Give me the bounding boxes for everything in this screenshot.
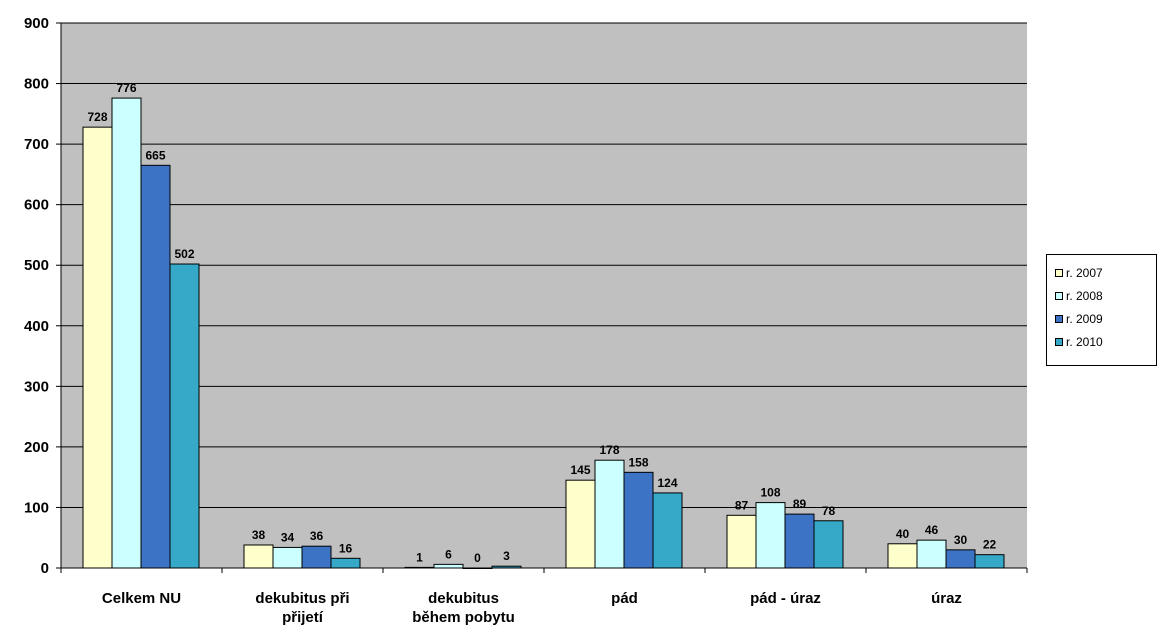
y-tick-labels: 0 100 200 300 400 500 600 700 800 900 bbox=[24, 15, 49, 577]
y-tick-label: 700 bbox=[24, 136, 49, 153]
bar-r-2009 bbox=[301, 545, 332, 569]
legend-label: r. 2010 bbox=[1066, 334, 1103, 349]
bar-r-2008 bbox=[111, 97, 142, 569]
bar-r-2009 bbox=[784, 513, 815, 569]
y-tick-label: 500 bbox=[24, 257, 49, 274]
legend-item: r. 2008 bbox=[1055, 284, 1156, 307]
bar-r-2007 bbox=[82, 126, 113, 569]
data-label: 6 bbox=[445, 547, 452, 561]
legend-item: r. 2010 bbox=[1055, 330, 1156, 353]
data-label: 89 bbox=[793, 497, 807, 511]
bar-r-2007 bbox=[565, 479, 596, 569]
data-label: 665 bbox=[145, 148, 165, 162]
bar-r-2008 bbox=[916, 539, 947, 569]
category-label: pád - úraz bbox=[750, 590, 821, 607]
data-labels: 728 38 1 145 87 40 776 34 6 178 108 46 665 36 0 158 89 30… bbox=[87, 81, 996, 565]
data-label: 87 bbox=[735, 498, 749, 512]
bar-r-2008 bbox=[433, 563, 464, 569]
legend: r. 2007 r. 2008 r. 2009 r. 2010 bbox=[1046, 254, 1157, 366]
category-label: Celkem NU bbox=[102, 590, 181, 607]
legend-item: r. 2007 bbox=[1055, 261, 1156, 284]
data-label: 34 bbox=[281, 530, 295, 544]
bar-r-2008 bbox=[272, 546, 303, 569]
category-label: dekubitus při bbox=[255, 590, 349, 607]
data-label: 145 bbox=[570, 463, 590, 477]
data-label: 38 bbox=[252, 528, 266, 542]
plot-area bbox=[61, 23, 1027, 568]
data-label: 728 bbox=[87, 110, 107, 124]
bar-r-2008 bbox=[755, 502, 786, 569]
bar-r-2010 bbox=[974, 554, 1005, 569]
bar-r-2007 bbox=[726, 514, 757, 569]
category-label: dekubitus bbox=[428, 590, 499, 607]
data-label: 78 bbox=[822, 504, 836, 518]
bars bbox=[82, 97, 1005, 569]
data-label: 3 bbox=[503, 549, 510, 563]
data-label: 502 bbox=[174, 247, 194, 261]
category-label: během pobytu bbox=[412, 609, 515, 626]
data-label: 22 bbox=[983, 538, 997, 552]
y-tick-label: 100 bbox=[24, 499, 49, 516]
data-label: 124 bbox=[657, 476, 677, 490]
bar-r-2007 bbox=[243, 544, 274, 569]
y-tick-label: 400 bbox=[24, 318, 49, 335]
data-label: 0 bbox=[474, 551, 481, 565]
legend-swatch bbox=[1055, 291, 1063, 300]
y-tick-label: 800 bbox=[24, 76, 49, 93]
legend-label: r. 2008 bbox=[1066, 288, 1103, 303]
y-tick-label: 300 bbox=[24, 378, 49, 395]
category-labels: Celkem NU dekubitus při přijetí dekubitus bě… bbox=[102, 590, 962, 626]
bar-r-2009 bbox=[140, 164, 171, 569]
bar-r-2009 bbox=[945, 549, 976, 569]
data-label: 776 bbox=[116, 81, 136, 95]
bar-r-2010 bbox=[330, 557, 361, 569]
gridlines bbox=[61, 22, 1027, 508]
data-label: 36 bbox=[310, 529, 324, 543]
category-label: přijetí bbox=[282, 609, 324, 626]
axes bbox=[56, 22, 1028, 573]
legend-item: r. 2009 bbox=[1055, 307, 1156, 330]
data-label: 1 bbox=[416, 550, 423, 564]
bar-r-2009 bbox=[623, 471, 654, 569]
bar-r-2010 bbox=[813, 520, 844, 569]
y-tick-label: 900 bbox=[24, 15, 49, 32]
data-label: 108 bbox=[760, 486, 780, 500]
y-tick-label: 200 bbox=[24, 439, 49, 456]
legend-label: r. 2007 bbox=[1066, 265, 1103, 280]
bar-r-2010 bbox=[652, 492, 683, 569]
data-label: 30 bbox=[954, 533, 968, 547]
y-tick-label: 0 bbox=[41, 560, 49, 577]
data-label: 16 bbox=[339, 541, 353, 555]
data-label: 40 bbox=[896, 527, 910, 541]
bar-r-2007 bbox=[887, 543, 918, 569]
legend-swatch bbox=[1055, 314, 1063, 323]
data-label: 158 bbox=[628, 455, 648, 469]
legend-label: r. 2009 bbox=[1066, 311, 1103, 326]
category-label: úraz bbox=[931, 590, 962, 607]
data-label: 178 bbox=[599, 443, 619, 457]
bar-r-2008 bbox=[594, 459, 625, 569]
y-tick-label: 600 bbox=[24, 197, 49, 214]
bar-r-2010 bbox=[169, 263, 200, 569]
data-label: 46 bbox=[925, 523, 939, 537]
legend-swatch bbox=[1055, 268, 1063, 277]
category-label: pád bbox=[611, 590, 638, 607]
legend-swatch bbox=[1055, 337, 1063, 346]
